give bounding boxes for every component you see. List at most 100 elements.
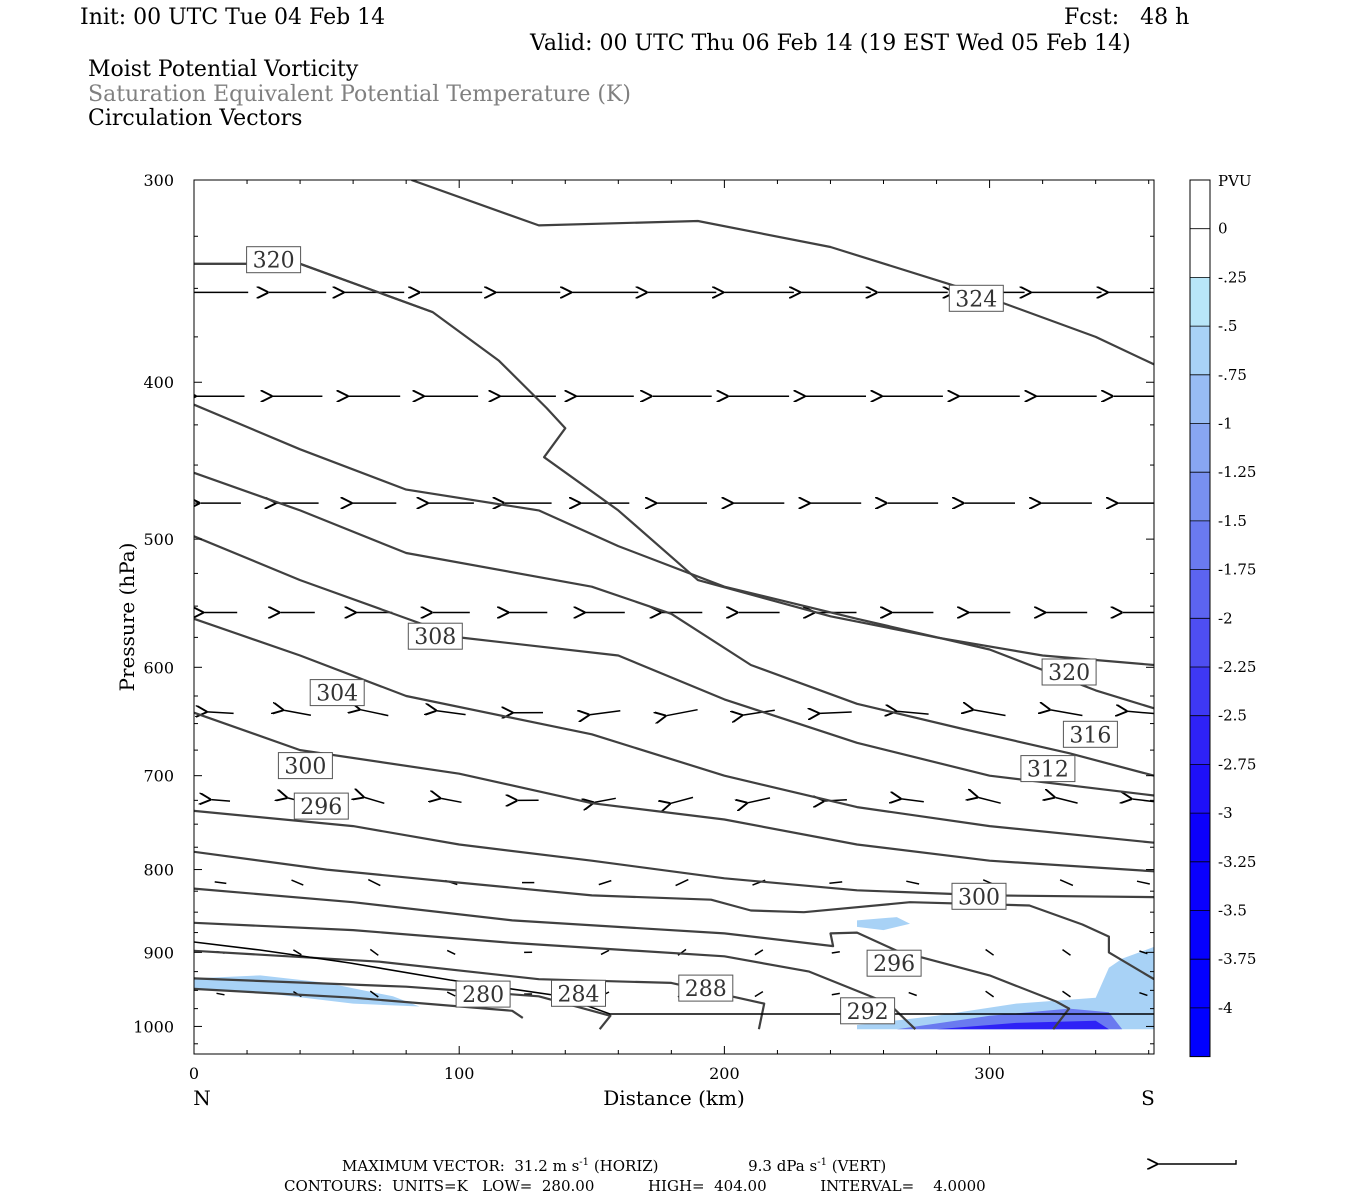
colorbar-cell-1 — [1190, 228, 1210, 278]
contour-label-box-4 — [866, 949, 922, 977]
vector-96 — [600, 949, 610, 956]
valid-time: Valid: 00 UTC Thu 06 Feb 14 (19 EST Wed … — [530, 31, 1131, 56]
vector-111 — [754, 990, 764, 998]
max-vector-horiz-exp: -1 — [579, 1157, 590, 1168]
vector-87 — [906, 880, 920, 885]
x-tick-label-1: 100 — [444, 1064, 475, 1083]
contour-296-4 — [194, 887, 1071, 1030]
vector-74 — [902, 799, 924, 802]
interval-label: INTERVAL= — [820, 1177, 915, 1195]
contours-line: CONTOURS: UNITS=K LOW= 280.00 HIGH= 404.… — [284, 1177, 986, 1195]
plot-frame — [193, 179, 1155, 1055]
x-axis-label: Distance (km) — [603, 1086, 745, 1110]
low-label: LOW= — [482, 1177, 533, 1195]
colorbar-label-15: -3.75 — [1218, 950, 1256, 968]
vector-53 — [284, 710, 312, 716]
max-vector-vert-tag: (VERT) — [831, 1157, 887, 1175]
contour-label-box-13 — [246, 246, 302, 274]
contour-label-box-2 — [678, 974, 734, 1002]
x-axis: 0 100 200 300 — [189, 180, 1150, 1083]
contour-280-0 — [194, 987, 524, 1019]
vector-76 — [1055, 798, 1078, 804]
colorbar-label-4: -1 — [1218, 415, 1233, 433]
contour-label-box-1 — [551, 979, 606, 1007]
y-tick-label-7: 1000 — [133, 1017, 174, 1036]
vector-54 — [360, 710, 389, 717]
contour-units: K — [456, 1177, 468, 1195]
colorbar-cell-3 — [1190, 326, 1210, 375]
contour-low: 280.00 — [541, 1177, 595, 1195]
y-tick-label-0: 300 — [143, 171, 174, 190]
contour-high: 404.00 — [714, 1177, 767, 1195]
vector-102 — [1062, 948, 1071, 956]
max-vector-line: MAXIMUM VECTOR: 31.2 m s-1 (HORIZ) 9.3 d… — [342, 1157, 886, 1175]
contour-label-8: 304 — [316, 682, 358, 707]
contour-316-11 — [194, 403, 1154, 710]
x-tick-label-3: 300 — [974, 1064, 1005, 1083]
vector-55 — [437, 711, 466, 715]
contour-label-box-0 — [455, 980, 511, 1008]
vector-90 — [1136, 880, 1150, 885]
contour-label-box-9 — [407, 622, 463, 650]
x-tick-label-2: 200 — [709, 1064, 740, 1083]
colorbar-cell-12 — [1190, 764, 1210, 814]
south-label: S — [1141, 1086, 1155, 1110]
contour-label-11: 316 — [1069, 723, 1111, 748]
colorbar-label-9: -2.25 — [1218, 658, 1256, 676]
contour-284-1 — [194, 977, 612, 1030]
contour-label-6: 296 — [300, 795, 342, 820]
contour-label-10: 312 — [1027, 758, 1069, 783]
forecast-hour: Fcst: 48 h — [1064, 5, 1190, 30]
vector-98 — [754, 949, 764, 956]
vector-106 — [369, 990, 379, 998]
vector-63 — [1051, 710, 1083, 717]
contour-label-3: 292 — [847, 1000, 889, 1025]
colorbar-label-14: -3.5 — [1218, 902, 1247, 920]
contour-label-box-6 — [293, 792, 349, 820]
y-tick-label-2: 500 — [143, 530, 174, 549]
colorbar-cell-10 — [1190, 667, 1210, 716]
x-tick-label-0: 0 — [189, 1064, 199, 1083]
colorbar-label-3: -.75 — [1218, 366, 1247, 384]
colorbar-cell-5 — [1190, 423, 1210, 473]
contour-312-10 — [194, 471, 1154, 777]
contour-label-5: 300 — [958, 885, 1000, 910]
colorbar-label-0: 0 — [1218, 220, 1228, 238]
vector-72 — [748, 797, 771, 803]
colorbar-label-7: -1.75 — [1218, 561, 1256, 579]
colorbar-cell-7 — [1190, 520, 1210, 570]
colorbar-label-16: -4 — [1218, 999, 1233, 1017]
vector-68 — [441, 798, 462, 804]
colorbar-cell-11 — [1190, 715, 1210, 765]
contour-label-2: 288 — [685, 977, 727, 1002]
contour-interval: 4.0000 — [933, 1177, 986, 1195]
colorbar-cell-4 — [1190, 374, 1210, 424]
contour-label-14: 324 — [955, 287, 997, 312]
contour-label-12: 320 — [1048, 661, 1090, 686]
max-vector-horiz-value: 31.2 — [514, 1157, 548, 1175]
colorbar-label-11: -2.75 — [1218, 755, 1256, 773]
mpv-region-1 — [857, 946, 1154, 1030]
y-tick-label-6: 900 — [143, 943, 174, 962]
vector-60 — [820, 712, 852, 713]
field-title-vectors: Circulation Vectors — [88, 106, 303, 131]
y-tick-label-3: 600 — [143, 658, 174, 677]
colorbar-label-2: -.5 — [1218, 317, 1237, 335]
colorbar-cell-2 — [1190, 277, 1210, 327]
field-title-theta-es: Saturation Equivalent Potential Temperat… — [88, 82, 631, 107]
contour-label-box-10 — [1020, 755, 1076, 783]
vector-59 — [743, 709, 775, 715]
colorbar-label-5: -1.25 — [1218, 463, 1256, 481]
vector-71 — [671, 796, 694, 803]
vector-115 — [1062, 990, 1071, 998]
colorbar-label-13: -3.25 — [1218, 853, 1256, 871]
contour-label-box-7 — [277, 752, 333, 780]
vector-70 — [594, 797, 616, 802]
vector-112 — [831, 992, 840, 996]
mpv-region-4 — [936, 1020, 1109, 1030]
vector-99 — [831, 950, 840, 954]
colorbar-label-6: -1.5 — [1218, 512, 1247, 530]
colorbar-label-10: -2.5 — [1218, 707, 1247, 725]
vector-75 — [978, 798, 1001, 804]
contour-296-6 — [194, 809, 1154, 899]
